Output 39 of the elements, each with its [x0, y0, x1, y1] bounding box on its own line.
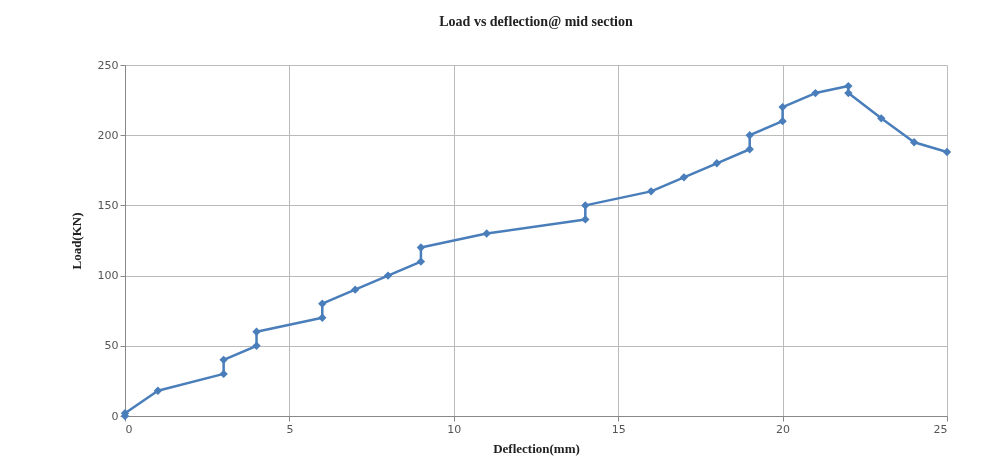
point	[909, 138, 919, 147]
point	[318, 313, 327, 322]
x-tick-label: 25	[933, 422, 948, 436]
x-tick-label: 5	[286, 422, 294, 436]
chart-title: Load vs deflection@ mid section	[439, 14, 633, 29]
x-tick-label: 20	[776, 422, 791, 436]
y-tick-label: 100	[97, 269, 119, 283]
point	[581, 201, 590, 210]
point	[416, 243, 426, 252]
point	[778, 102, 787, 112]
point	[219, 369, 228, 379]
point	[318, 299, 327, 308]
point	[745, 131, 754, 140]
x-tick-label: 10	[447, 422, 462, 436]
point	[581, 215, 590, 224]
point	[153, 386, 163, 395]
y-tick-label: 0	[111, 409, 119, 423]
x-axis-title: Deflection(mm)	[493, 440, 580, 456]
point	[646, 187, 656, 196]
point	[877, 114, 886, 123]
point	[219, 355, 228, 365]
point	[252, 341, 261, 350]
point	[712, 159, 722, 168]
y-tick-label: 50	[104, 339, 119, 353]
y-tick-label: 250	[97, 58, 119, 72]
y-tick-label: 150	[97, 198, 119, 212]
x-tick-label: 0	[125, 422, 133, 436]
point	[350, 285, 360, 294]
point	[745, 145, 754, 154]
point	[679, 173, 689, 182]
point	[811, 88, 820, 98]
y-axis-title: Load(KN)	[68, 212, 84, 270]
point	[383, 271, 393, 280]
point	[252, 327, 261, 336]
y-tick-label: 200	[97, 128, 119, 142]
point	[416, 257, 426, 266]
x-tick-label: 15	[611, 422, 626, 436]
point	[942, 147, 952, 157]
point	[482, 229, 491, 238]
